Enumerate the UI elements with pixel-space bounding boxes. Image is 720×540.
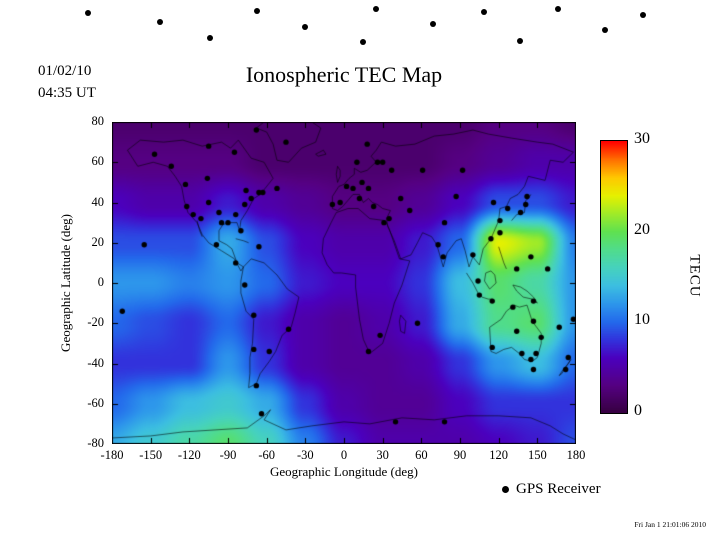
- x-tick-label: -30: [296, 448, 314, 462]
- colorbar-tick-label: 0: [634, 402, 642, 419]
- x-tick-label: -120: [177, 448, 201, 462]
- x-tick-label: -180: [100, 448, 124, 462]
- gps-receiver-stray-dot: [555, 6, 561, 12]
- page-title: Ionospheric TEC Map: [245, 62, 443, 87]
- observation-time: 04:35 UT: [38, 85, 96, 101]
- gps-receiver-stray-dot: [373, 6, 379, 12]
- y-axis-tick-labels: 80 60 40 20 0 -20 -40 -60 -80: [64, 114, 105, 450]
- x-tick-label: 60: [415, 448, 428, 462]
- colorbar-units-label: TECU: [686, 254, 703, 298]
- x-tick-label: -60: [258, 448, 275, 462]
- gps-receiver-legend: GPS Receiver: [502, 481, 601, 498]
- colorbar-tick-label: 20: [634, 220, 650, 238]
- colorbar-tick-labels: 30 20 10 0: [634, 130, 670, 419]
- gps-receiver-stray-dot: [157, 19, 163, 25]
- gps-receiver-stray-dot: [481, 9, 487, 15]
- observation-datetime: 01/02/10 04:35 UT: [38, 60, 96, 104]
- gps-receiver-legend-label: GPS Receiver: [516, 481, 601, 497]
- x-tick-label: -90: [219, 448, 237, 462]
- gps-receiver-stray-dot: [254, 8, 260, 14]
- x-tick-label: 180: [566, 448, 586, 462]
- y-tick-label: -40: [87, 355, 104, 370]
- gps-receiver-stray-dot: [430, 21, 436, 27]
- gps-receiver-stray-dot: [207, 35, 213, 41]
- gps-receiver-legend-dot: [502, 486, 509, 493]
- x-tick-label: -150: [139, 448, 163, 462]
- x-tick-label: 0: [340, 448, 348, 462]
- colorbar-tick-label: 10: [634, 311, 650, 329]
- x-axis-label: Geographic Longitude (deg): [269, 464, 418, 479]
- tec-heatmap-canvas: [112, 122, 576, 444]
- observation-date: 01/02/10: [38, 63, 92, 79]
- y-tick-label: 20: [91, 234, 105, 249]
- y-tick-label: 60: [91, 154, 105, 169]
- gps-receiver-stray-dot: [517, 38, 523, 44]
- colorbar-tick-label: 30: [634, 130, 650, 147]
- x-tick-label: 150: [527, 448, 547, 462]
- y-axis-label: Geographic Latitude (deg): [58, 214, 73, 352]
- y-tick-label: -20: [87, 315, 104, 330]
- colorbar: [600, 140, 628, 414]
- gps-receiver-stray-dot: [602, 27, 608, 33]
- x-tick-label: 120: [489, 448, 509, 462]
- gps-receiver-stray-dot: [85, 10, 91, 16]
- y-tick-label: -60: [87, 395, 104, 410]
- x-tick-label: 90: [453, 448, 467, 462]
- x-axis-tick-labels: -180 -150 -120 -90 -60 -30 0 30 60 90 120 150 180: [101, 448, 586, 464]
- y-tick-label: -80: [87, 436, 104, 450]
- y-tick-label: 80: [91, 114, 105, 128]
- y-tick-label: 0: [97, 275, 104, 289]
- gps-receiver-stray-dot: [640, 12, 646, 18]
- y-tick-label: 40: [91, 194, 105, 209]
- render-timestamp: Fri Jan 1 21:01:06 2010: [634, 520, 706, 529]
- gps-receiver-stray-dot: [360, 39, 366, 45]
- gps-receiver-stray-dot: [302, 24, 308, 30]
- x-tick-label: 30: [376, 448, 389, 462]
